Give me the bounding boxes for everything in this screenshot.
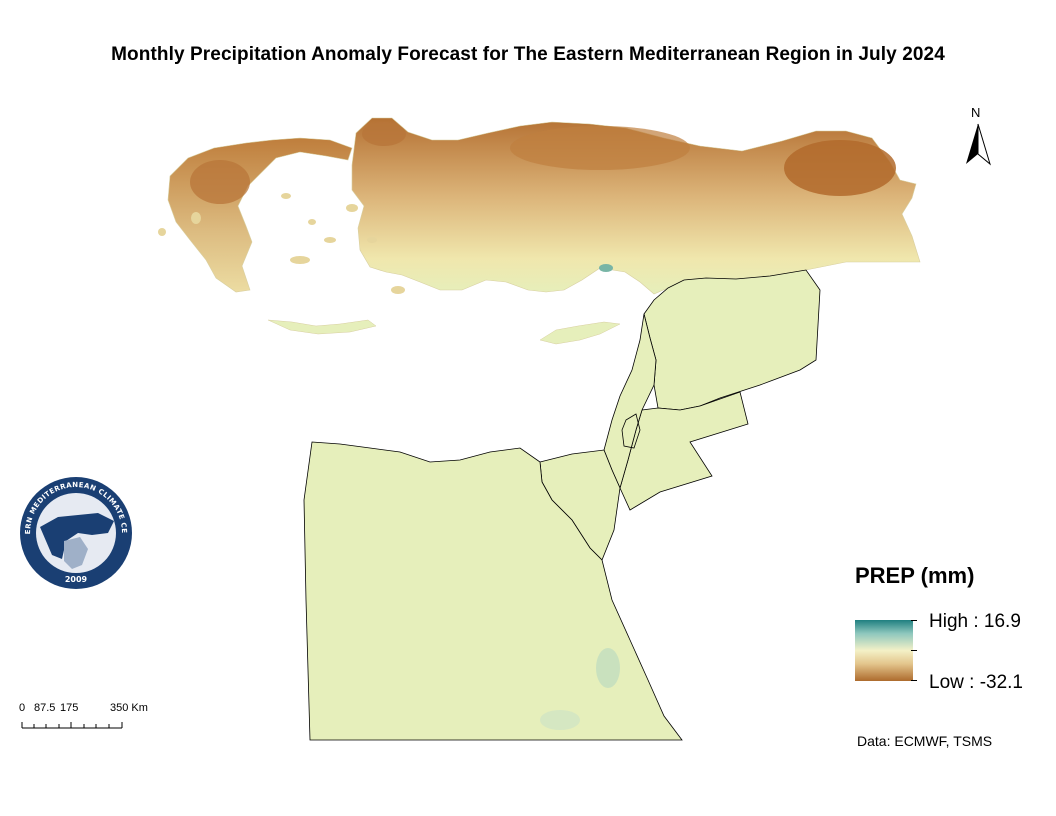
legend-tick-low xyxy=(911,680,917,681)
scale-label-1: 87.5 xyxy=(34,702,56,714)
dry-anomaly-thrace xyxy=(362,122,406,146)
west-bank-outline xyxy=(621,413,641,449)
egypt-region xyxy=(303,441,683,741)
dry-anomaly-northeast xyxy=(784,140,896,196)
wet-anomaly-spot xyxy=(599,264,613,272)
turkey-region xyxy=(351,117,921,295)
legend-color-ramp xyxy=(855,620,913,681)
north-label: N xyxy=(971,105,981,120)
logo-year: 2009 xyxy=(65,575,88,584)
wet-anomaly-egypt xyxy=(596,648,620,688)
map-title: Monthly Precipitation Anomaly Forecast f… xyxy=(111,44,945,65)
syria-region xyxy=(643,269,821,411)
wet-anomaly-egypt-south xyxy=(540,710,580,730)
legend-title: PREP (mm) xyxy=(855,563,975,588)
dry-anomaly-central xyxy=(510,126,690,170)
north-arrow-icon xyxy=(966,123,991,166)
cyprus-island xyxy=(539,321,621,345)
legend-tick-mid xyxy=(911,650,917,651)
dry-anomaly-greece xyxy=(190,160,250,204)
data-credit: Data: ECMWF, TSMS xyxy=(857,733,993,749)
scale-bar xyxy=(21,722,123,729)
scale-label-3: 350 Km xyxy=(110,702,148,714)
legend-high-label: High : 16.9 xyxy=(929,611,1021,632)
scale-label-2: 175 xyxy=(60,702,79,714)
legend-tick-high xyxy=(911,620,917,621)
emcc-logo: EASTERN MEDITERRANEAN CLIMATE CENTRE 200… xyxy=(18,475,132,589)
legend-low-label: Low : -32.1 xyxy=(929,672,1023,693)
scale-label-0: 0 xyxy=(19,702,26,714)
crete-island xyxy=(267,319,377,335)
aegean-islands xyxy=(158,193,405,294)
